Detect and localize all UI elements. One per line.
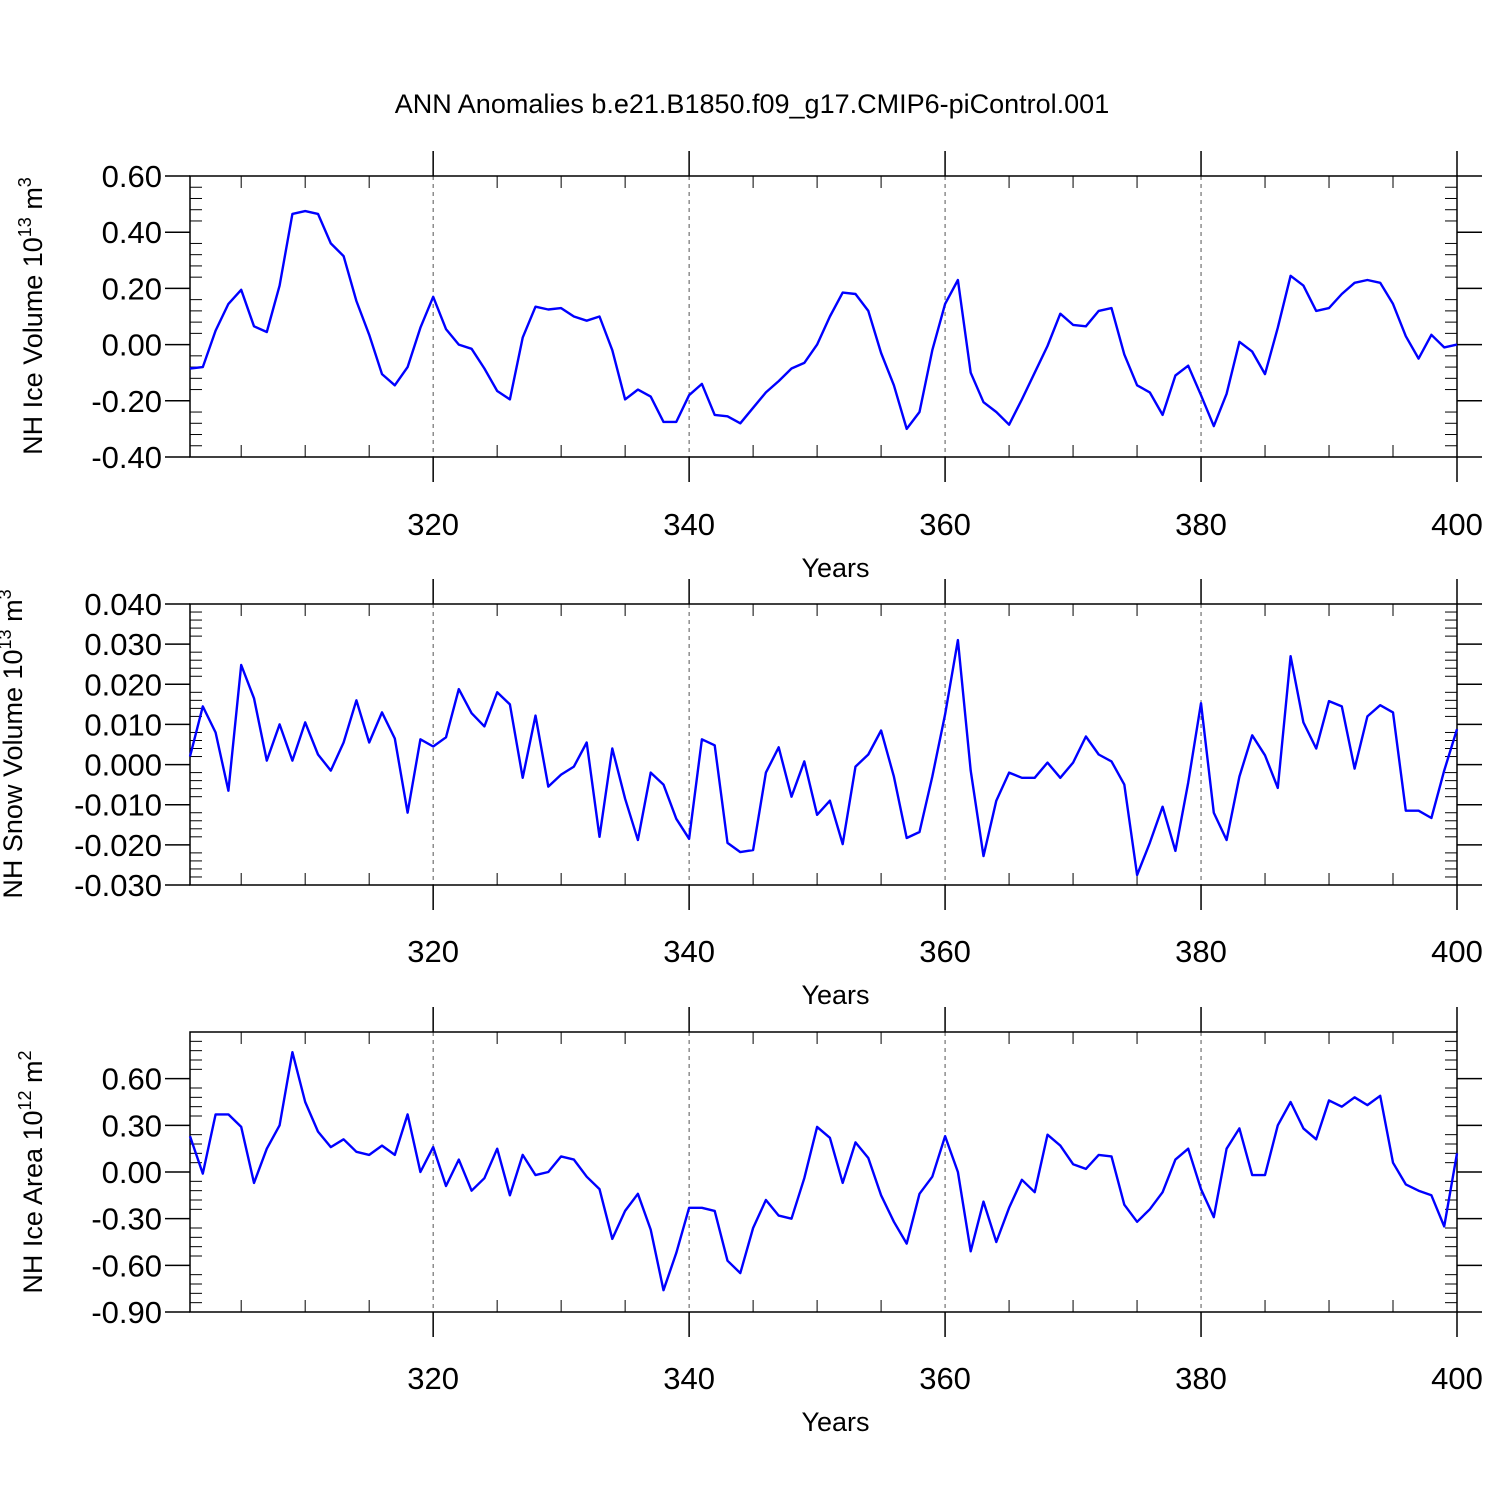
x-tick-label: 380 — [1175, 1361, 1227, 1396]
x-axis-label: Years — [801, 553, 869, 583]
y-axis-label: NH Ice Volume 1013 m3 — [15, 177, 48, 455]
x-tick-label: 360 — [919, 507, 971, 542]
y-tick-label: 0.010 — [84, 707, 162, 742]
x-tick-label: 400 — [1431, 934, 1483, 969]
y-tick-label: 0.60 — [102, 1062, 162, 1097]
y-axis-label-part: 12 — [15, 1090, 35, 1110]
y-axis-label-part: NH Ice Area 10 — [18, 1110, 48, 1293]
series-line — [188, 1050, 1459, 1292]
panel-1: 320 340 360 380 400 -0.40 -0.20 0.00 0.20 0.40 0.6… — [15, 151, 1483, 583]
y-tick-label: 0.000 — [84, 748, 162, 783]
y-tick-label: 0.30 — [102, 1108, 162, 1143]
x-tick-label: 340 — [663, 934, 715, 969]
y-tick-label: 0.00 — [102, 1155, 162, 1190]
y-tick-label: 0.030 — [84, 627, 162, 662]
series-line — [189, 209, 1458, 431]
y-tick-label: -0.030 — [74, 868, 162, 903]
x-tick-label: 340 — [663, 507, 715, 542]
x-tick-label: 320 — [407, 934, 459, 969]
y-tick-label: 0.40 — [102, 215, 162, 250]
y-tick-label: -0.020 — [74, 828, 162, 863]
y-axis-label-part: m — [18, 1060, 48, 1090]
series-line — [188, 638, 1459, 877]
plot-frame — [189, 1031, 1458, 1313]
x-tick-label: 340 — [663, 1361, 715, 1396]
y-axis-label-part: 13 — [0, 629, 15, 649]
y-axis-label-part: 2 — [15, 1050, 35, 1060]
y-axis-label-part: 3 — [15, 177, 35, 187]
x-axis-label: Years — [801, 980, 869, 1010]
y-axis-label-part: m — [18, 187, 48, 217]
x-tick-label: 320 — [407, 507, 459, 542]
y-tick-label: 0.020 — [84, 667, 162, 702]
plot-frame — [189, 603, 1458, 886]
y-axis-label-part: NH Ice Volume 10 — [18, 237, 48, 455]
x-tick-label: 400 — [1431, 1361, 1483, 1396]
y-tick-label: 0.60 — [102, 159, 162, 194]
x-tick-label: 380 — [1175, 934, 1227, 969]
y-tick-label: 0.20 — [102, 271, 162, 306]
y-axis-label: NH Ice Area 1012 m2 — [15, 1050, 48, 1293]
y-tick-label: 0.00 — [102, 328, 162, 363]
y-tick-label: -0.90 — [91, 1295, 162, 1330]
plot-frame — [189, 175, 1458, 458]
y-axis-label-part: m — [0, 599, 28, 629]
chart-title: ANN Anomalies b.e21.B1850.f09_g17.CMIP6-… — [395, 89, 1109, 119]
x-tick-label: 360 — [919, 1361, 971, 1396]
x-axis-label: Years — [801, 1407, 869, 1437]
x-tick-label: 380 — [1175, 507, 1227, 542]
y-axis-label-part: NH Snow Volume 10 — [0, 649, 28, 898]
y-axis-label-part: 3 — [0, 589, 15, 599]
y-tick-label: -0.010 — [74, 788, 162, 823]
x-tick-label: 400 — [1431, 507, 1483, 542]
y-axis-label: NH Snow Volume 1013 m3 — [0, 589, 28, 898]
y-tick-label: 0.040 — [84, 587, 162, 622]
x-tick-label: 360 — [919, 934, 971, 969]
y-tick-label: -0.30 — [91, 1202, 162, 1237]
panel-2: 320 340 360 380 400 -0.030 -0.020 -0.010 0.000 0.… — [0, 579, 1483, 1010]
y-tick-label: -0.20 — [91, 384, 162, 419]
panel-3: 320 340 360 380 400 -0.90 -0.60 -0.30 0.00 0.30 0.… — [15, 1007, 1483, 1437]
y-axis-label-part: 13 — [15, 217, 35, 237]
y-tick-label: -0.60 — [91, 1248, 162, 1283]
x-tick-label: 320 — [407, 1361, 459, 1396]
y-tick-label: -0.40 — [91, 440, 162, 475]
